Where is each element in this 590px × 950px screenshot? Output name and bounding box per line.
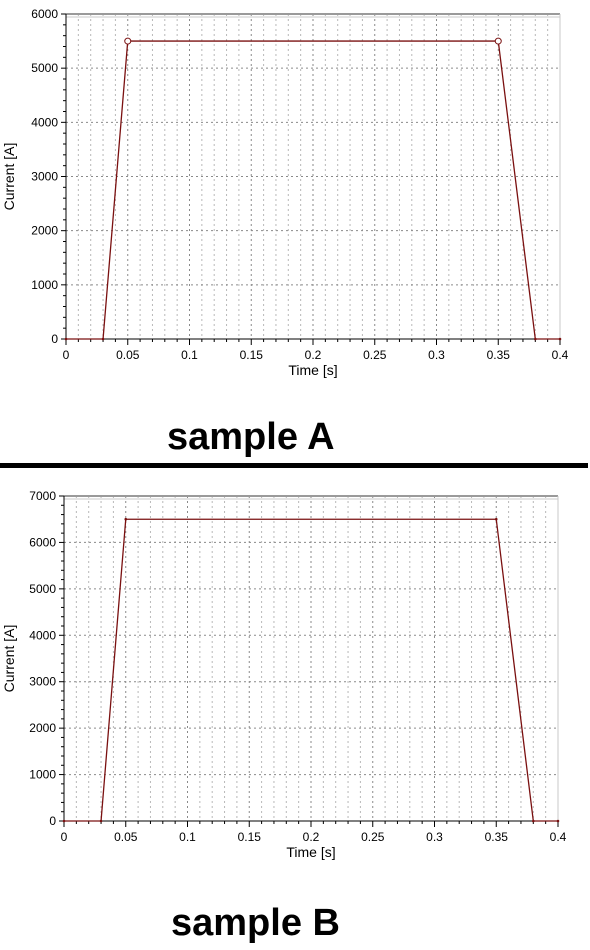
y-tick-label: 5000 [31,61,58,75]
x-tick-label: 0.3 [426,830,443,844]
data-point [558,337,562,341]
caption-sample-b: sample B [171,902,340,944]
x-tick-label: 0.15 [238,830,262,844]
data-point [494,517,498,521]
caption-sample-a: sample A [167,416,335,458]
data-point [124,517,128,521]
x-tick-label: 0.35 [487,348,511,362]
y-tick-label: 2000 [29,721,56,735]
y-tick-label: 6000 [29,535,56,549]
x-tick-label: 0.25 [361,830,385,844]
chart-sample-a: 0 1000 2000 3000 4000 5000 6000 0 0.05 0.1 0.15 0.2… [1,7,569,378]
y-tick-label: 4000 [31,115,58,129]
y-tick-label: 4000 [29,628,56,642]
y-tick-label: 1000 [31,278,58,292]
y-axis-title: Current [A] [1,625,17,693]
y-tick-label: 2000 [31,224,58,238]
y-tick-label: 0 [49,814,56,828]
data-point [64,337,68,341]
grid [66,14,560,339]
chart-sample-b: 0 1000 2000 3000 4000 5000 6000 7000 0 0.05 0.1 0.1… [1,489,567,860]
data-point-marker [494,37,502,45]
x-tick-label: 0.05 [114,830,138,844]
data-point [101,337,105,341]
data-point [532,819,535,823]
data-point [556,819,560,823]
x-tick-label: 0.2 [305,348,322,362]
x-tick-label: 0 [61,830,68,844]
x-tick-label: 0.3 [428,348,445,362]
x-tick-label: 0.4 [552,348,569,362]
x-axis-title: Time [s] [288,362,337,378]
data-point [62,819,66,823]
x-tick-label: 0.1 [179,830,196,844]
x-tick-label: 0.35 [485,830,509,844]
x-tick-label: 0.05 [116,348,140,362]
x-axis-title: Time [s] [286,844,335,860]
data-point [534,337,537,341]
y-tick-label: 6000 [31,7,58,21]
y-tick-label: 3000 [29,675,56,689]
x-tick-label: 0.1 [181,348,198,362]
data-point-marker [124,37,132,45]
y-tick-label: 0 [51,332,58,346]
x-tick-label: 0.15 [240,348,264,362]
series-line [66,40,560,340]
divider [0,463,588,468]
y-tick-label: 3000 [31,170,58,184]
y-tick-label: 5000 [29,582,56,596]
x-tick-label: 0 [63,348,70,362]
x-tick-label: 0.25 [363,348,387,362]
data-point [99,819,103,823]
grid [64,496,558,821]
y-tick-label: 1000 [29,768,56,782]
x-tick-label: 0.4 [550,830,567,844]
x-tick-label: 0.2 [303,830,320,844]
y-axis-title: Current [A] [1,143,17,211]
series-line [64,518,558,822]
y-tick-label: 7000 [29,489,56,503]
